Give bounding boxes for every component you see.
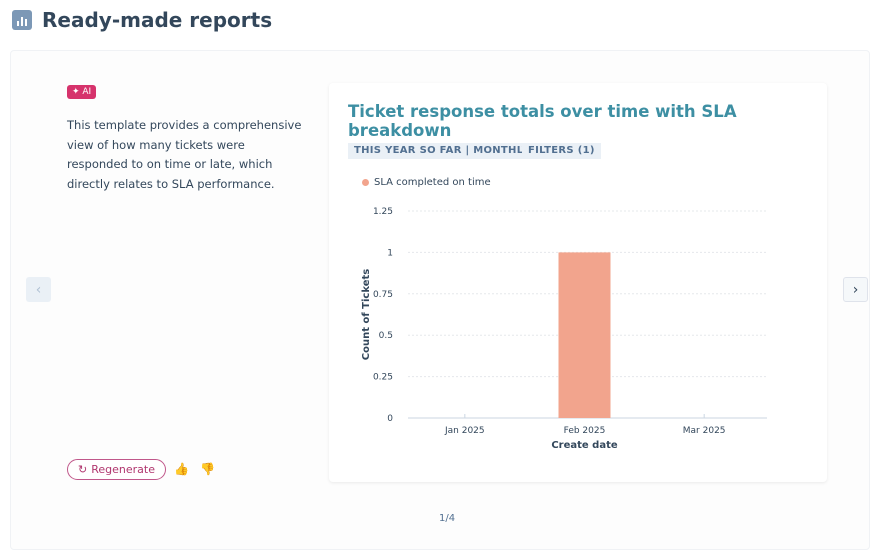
ai-badge: ✦ AI [67,85,97,99]
thumbs-up-icon[interactable]: 👍 [174,462,189,476]
legend-swatch [362,179,369,186]
refresh-icon: ↻ [78,463,88,476]
page-title: Ready-made reports [42,8,273,32]
regenerate-button[interactable]: ↻ Regenerate [67,459,166,480]
previous-button[interactable]: ‹ [26,277,51,302]
report-card[interactable]: Ticket response totals over time with SL… [329,83,827,482]
thumbs-down-icon[interactable]: 👎 [200,462,215,476]
date-range-tag: THIS YEAR SO FAR | MONTHLY [348,143,536,159]
regenerate-label: Regenerate [91,463,155,476]
pagination: 1/4 [439,513,456,524]
bar-chart-icon [12,10,32,30]
legend-item: SLA completed on time [362,177,491,188]
chart-title: Ticket response totals over time with SL… [348,102,737,140]
report-description: This template provides a comprehensive v… [67,118,302,191]
next-button[interactable]: › [843,277,868,302]
legend-label: SLA completed on time [374,177,491,188]
page-header: Ready-made reports [12,8,272,32]
filters-tag: FILTERS (1) [522,143,601,159]
